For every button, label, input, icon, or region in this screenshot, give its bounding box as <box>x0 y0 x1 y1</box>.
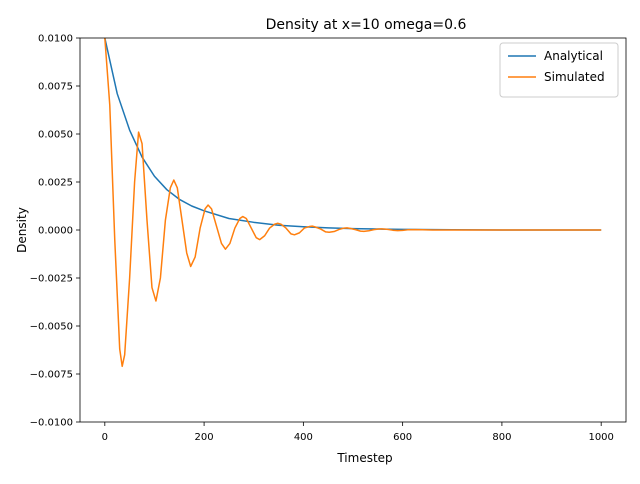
x-tick-label: 800 <box>492 432 511 443</box>
series-layer <box>104 38 602 368</box>
y-tick-label: −0.0100 <box>30 418 73 429</box>
x-tick-label: 400 <box>294 432 313 443</box>
legend-label: Analytical <box>544 49 603 63</box>
plot-area-frame <box>79 37 627 423</box>
x-axis-label: Timestep <box>336 451 392 465</box>
x-tick-label: 200 <box>195 432 214 443</box>
y-tick-label: 0.0000 <box>38 226 73 237</box>
y-tick-label: 0.0025 <box>38 178 73 189</box>
x-tick-label: 1000 <box>588 432 613 443</box>
legend: Analytical Simulated <box>499 42 619 98</box>
y-tick-label: −0.0025 <box>30 274 73 285</box>
x-tick-label: 0 <box>102 432 108 443</box>
y-tick-label: −0.0075 <box>30 370 73 381</box>
legend-label: Simulated <box>544 70 605 84</box>
series-line-simulated <box>104 38 602 368</box>
y-tick-label: 0.0075 <box>38 82 73 93</box>
x-axis-ticks: 0 200 400 600 800 1000 <box>102 422 614 443</box>
chart-title: Density at x=10 omega=0.6 <box>266 17 467 33</box>
y-axis-label: Density <box>15 207 29 253</box>
y-tick-label: 0.0050 <box>38 130 73 141</box>
y-tick-label: 0.0100 <box>38 34 73 45</box>
x-tick-label: 600 <box>393 432 412 443</box>
y-tick-label: −0.0050 <box>30 322 73 333</box>
y-axis-ticks: −0.0100 −0.0075 −0.0050 −0.0025 0.0000 0.0025… <box>30 34 80 429</box>
